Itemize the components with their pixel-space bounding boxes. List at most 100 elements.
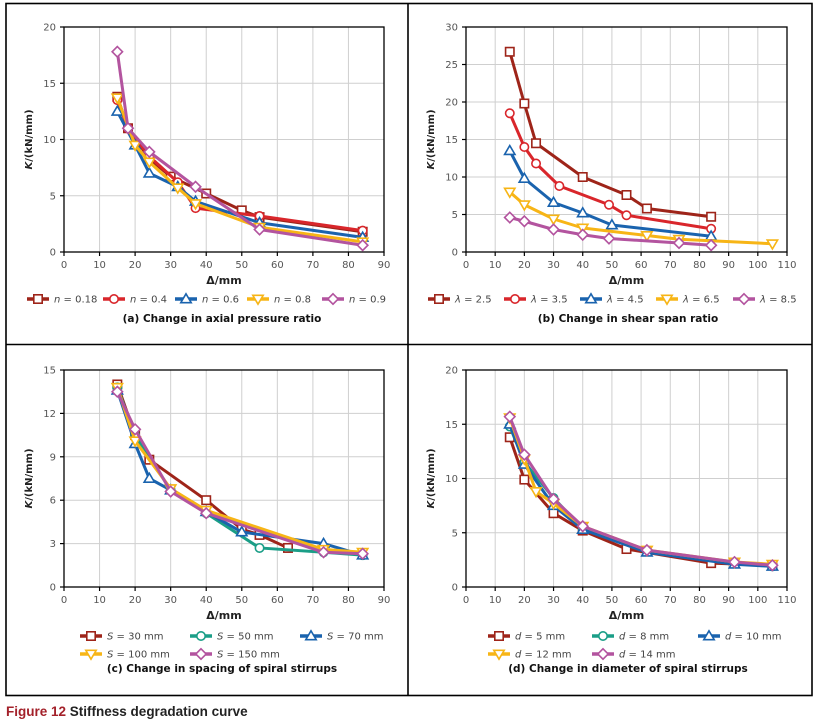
legend-marker-icon: [326, 292, 340, 306]
legend-item: d = 10 mm: [698, 629, 781, 643]
data-point-marker: [189, 180, 202, 194]
legend-item: d = 14 mm: [592, 647, 675, 661]
figure-title: Stiffness degradation curve: [69, 704, 248, 719]
axis-ticks: 0 10 20 30 40 50 60 70 80 90 100 110 0 5 10 15 20: [445, 366, 796, 607]
axis-ticks: 0 10 20 30 40 50 60 70 80 90 100 110 0 5 10 15 20 25 30: [445, 23, 796, 272]
data-point-marker: [546, 195, 561, 207]
x-tick-label: 30: [164, 595, 177, 606]
y-tick-label: 3: [50, 539, 56, 550]
x-tick-label: 80: [693, 260, 706, 271]
y-tick-label: 20: [445, 98, 458, 109]
data-point-marker: [706, 211, 717, 222]
legend: d = 5 mm d = 8 mm d = 10 mm d = 12 mm d = 14…: [488, 629, 781, 661]
x-tick-label: 70: [307, 260, 320, 271]
legend-value: = 0.8: [280, 295, 311, 306]
y-axis-label: K/(kN/mm): [426, 109, 437, 169]
y-tick-label: 0: [50, 248, 56, 259]
series-square: [112, 379, 293, 553]
legend-label: n = 0.6: [202, 295, 239, 306]
data-point-marker: [504, 108, 515, 119]
chart-panel-b: 0 10 20 30 40 50 60 70 80 90 100 110 0 5 10 15 20 25 30 Δ/m…: [426, 23, 797, 326]
legend-marker-icon: [596, 647, 610, 661]
legend-value: = 14 mm: [625, 650, 675, 661]
data-point-marker: [517, 171, 531, 183]
legend-item: d = 12 mm: [488, 649, 571, 661]
legend-marker-icon: [109, 293, 120, 304]
legend-marker-icon: [702, 629, 716, 641]
x-tick-label: 40: [576, 595, 589, 606]
legend-label: d = 10 mm: [725, 632, 781, 643]
legend-marker-icon: [86, 630, 97, 641]
data-point-marker: [110, 104, 124, 116]
legend-label: d = 12 mm: [515, 650, 571, 661]
data-point-marker: [704, 238, 718, 252]
legend-symbol: S: [107, 650, 114, 661]
x-axis-label: Δ/mm: [609, 274, 644, 287]
data-point-marker: [164, 485, 177, 498]
legend-item: λ = 3.5: [504, 293, 568, 306]
legend-label: λ = 6.5: [682, 295, 720, 306]
x-tick-label: 30: [164, 260, 177, 271]
y-axis-unit: /(kN/mm): [24, 448, 35, 500]
data-point-marker: [201, 495, 212, 506]
legend-value: = 150 mm: [223, 650, 279, 661]
data-point-marker: [518, 448, 531, 461]
data-point-marker: [531, 158, 542, 169]
data-point-marker: [128, 422, 142, 436]
x-tick-label: 90: [378, 595, 391, 606]
legend-value: = 10 mm: [731, 632, 781, 643]
legend-marker-icon: [584, 292, 598, 304]
x-tick-label: 20: [129, 260, 142, 271]
x-tick-label: 10: [93, 595, 106, 606]
legend-item: n = 0.8: [247, 294, 311, 306]
data-point-marker: [640, 543, 654, 557]
chart-subcaption: (a) Change in axial pressure ratio: [123, 313, 322, 325]
gridlines: [466, 370, 787, 587]
data-point-marker: [517, 200, 531, 212]
data-point-marker: [547, 223, 560, 236]
legend-marker-icon: [493, 630, 504, 641]
series-line: [508, 150, 712, 238]
legend-marker-icon: [492, 649, 506, 661]
legend-value: = 5 mm: [521, 632, 565, 643]
legend-symbol: S: [327, 632, 334, 643]
data-point-marker: [171, 183, 185, 195]
legend-marker-icon: [251, 294, 265, 306]
legend-value: = 0.4: [136, 295, 167, 306]
series-triangle-up: [110, 383, 370, 560]
legend-value: = 0.6: [208, 295, 239, 306]
x-tick-label: 40: [576, 260, 589, 271]
legend-item: d = 8 mm: [592, 630, 669, 643]
legend-symbol: d: [725, 632, 732, 643]
data-point-marker: [128, 436, 142, 448]
legend-label: λ = 8.5: [759, 295, 797, 306]
data-point-marker: [111, 385, 124, 399]
series-line: [115, 391, 363, 556]
legend-value: = 0.18: [60, 295, 97, 306]
y-tick-label: 5: [452, 528, 458, 539]
legend-marker-icon: [433, 293, 444, 304]
series-diamond: [111, 45, 369, 252]
legend-symbol: λ: [606, 295, 613, 306]
data-point-marker: [128, 140, 142, 152]
data-point-marker: [640, 231, 654, 243]
legend-label: S = 150 mm: [217, 650, 280, 661]
data-point-marker: [602, 232, 616, 245]
legend-value: = 8 mm: [625, 632, 669, 643]
x-tick-label: 50: [235, 595, 248, 606]
legend-symbol: S: [107, 632, 114, 643]
data-point-marker: [605, 218, 619, 230]
legend-item: S = 150 mm: [190, 647, 280, 661]
legend-marker-icon: [597, 630, 608, 641]
y-tick-label: 10: [445, 173, 458, 184]
legend-symbol: λ: [759, 295, 766, 306]
legend-item: S = 70 mm: [300, 629, 383, 643]
figure-caption: Figure 12 Stiffness degradation curve: [6, 704, 248, 719]
y-axis-label: K/(kN/mm): [24, 109, 35, 169]
legend-symbol: S: [217, 632, 224, 643]
data-point-marker: [672, 236, 686, 250]
legend-value: = 30 mm: [113, 632, 163, 643]
y-tick-label: 0: [452, 583, 458, 594]
data-point-marker: [142, 471, 156, 484]
data-point-marker: [235, 525, 249, 537]
